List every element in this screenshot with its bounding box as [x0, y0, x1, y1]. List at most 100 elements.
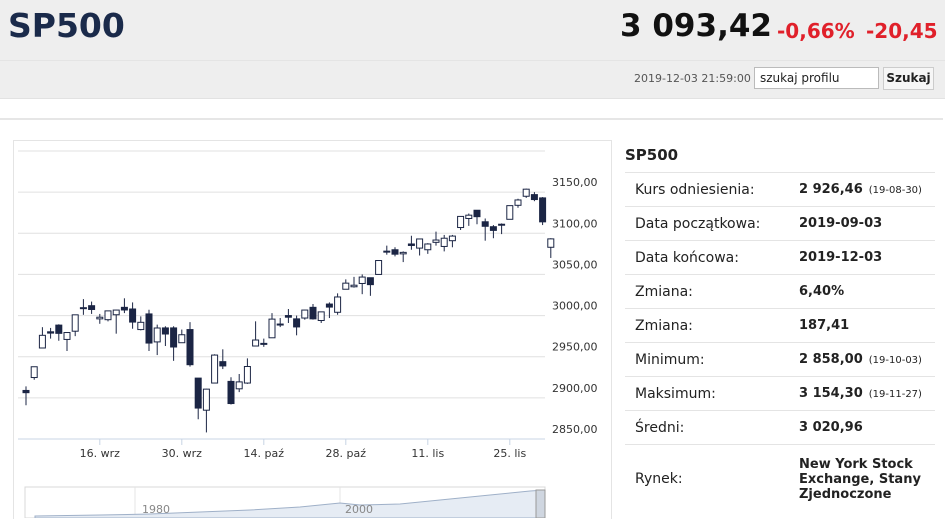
search-button[interactable]: Szukaj	[883, 67, 934, 90]
candle-body	[153, 327, 161, 343]
candle-body	[202, 388, 210, 411]
candle-body	[227, 380, 235, 405]
info-value: 3 154,30	[799, 386, 863, 401]
info-row: Data końcowa: 2019-12-03	[625, 240, 935, 275]
candle-body	[358, 276, 366, 284]
y-tick-label: 3000,00	[552, 300, 598, 313]
x-tick-label: 30. wrz	[162, 447, 203, 460]
candle-body	[301, 309, 309, 319]
chart: 1980 2000 2850,00 2900,00 2950,00 3000,00 30…	[18, 150, 598, 518]
candle-body	[96, 316, 104, 320]
info-label: Średni:	[625, 410, 795, 445]
candle-body	[186, 329, 194, 366]
candle-body	[129, 308, 137, 323]
x-tick-label: 16. wrz	[80, 447, 121, 460]
info-panel: SP500 Kurs odniesienia: 2 926,46 (19-08-30…	[625, 140, 945, 513]
candle-body	[465, 214, 473, 219]
info-row: Minimum: 2 858,00 (19-10-03)	[625, 342, 935, 377]
info-label: Zmiana:	[625, 274, 795, 309]
search-input[interactable]: szukaj profilu	[754, 67, 879, 89]
info-label: Minimum:	[625, 342, 795, 377]
candle-body	[407, 243, 415, 246]
candle-body	[211, 354, 219, 384]
candle-body	[383, 250, 391, 253]
navigator-label: 1980	[142, 503, 170, 516]
candle-body	[375, 260, 383, 275]
candle-body	[473, 209, 481, 218]
info-label: Zmiana:	[625, 308, 795, 343]
candle-body	[252, 339, 260, 347]
x-tick-label: 28. paź	[326, 447, 367, 460]
candle-body	[178, 334, 186, 344]
candle-body	[416, 238, 424, 249]
candle-body	[79, 307, 87, 310]
candle-body	[448, 235, 456, 242]
candle-body	[522, 188, 530, 197]
info-value: 2019-09-03	[799, 216, 883, 231]
candle-body	[104, 310, 112, 321]
info-row: Zmiana: 187,41	[625, 308, 935, 343]
info-value-cell: 2019-09-03	[795, 206, 935, 241]
candle-body	[145, 313, 153, 344]
info-value-cell: 2 926,46 (19-08-30)	[795, 172, 935, 207]
info-row: Rynek: New York Stock Exchange, Stany Zje…	[625, 444, 935, 513]
candle-body	[366, 277, 374, 286]
info-table: Kurs odniesienia: 2 926,46 (19-08-30) Data …	[625, 172, 935, 513]
info-value: 187,41	[799, 318, 850, 333]
y-tick-label: 2900,00	[552, 382, 598, 395]
price: 3 093,42	[620, 8, 772, 44]
info-value: 3 020,96	[799, 420, 863, 435]
candle-body	[432, 239, 440, 243]
candle-body	[268, 318, 276, 339]
candle-body	[170, 327, 178, 348]
candle-body	[424, 243, 432, 251]
info-value-cell: 6,40%	[795, 274, 935, 309]
navigator-handle[interactable]	[535, 489, 546, 518]
candle-body	[276, 323, 284, 326]
candle-body	[112, 309, 120, 316]
candle-body	[55, 324, 63, 334]
candle-body	[260, 342, 268, 345]
info-value-cell: 3 020,96	[795, 410, 935, 445]
info-label: Rynek:	[625, 444, 795, 513]
candle-body	[547, 238, 555, 248]
candle-body	[137, 321, 145, 331]
candle-body	[325, 303, 333, 308]
y-tick-label: 3150,00	[552, 176, 598, 189]
candle-body	[71, 314, 79, 332]
y-tick-label: 3050,00	[552, 258, 598, 271]
candle-body	[506, 205, 514, 220]
candle-body	[530, 194, 538, 201]
info-value-cell: New York Stock Exchange, Stany Zjednoczo…	[795, 444, 935, 513]
candle-body	[342, 282, 350, 290]
candle-body	[399, 251, 407, 255]
candle-body	[120, 306, 128, 311]
info-value-cell: 3 154,30 (19-11-27)	[795, 376, 935, 411]
change-pct: -0,66%	[777, 19, 855, 43]
info-title: SP500	[625, 146, 679, 164]
candle-body	[317, 311, 325, 322]
info-row: Kurs odniesienia: 2 926,46 (19-08-30)	[625, 172, 935, 207]
candle-body	[88, 305, 96, 310]
info-value: 2019-12-03	[799, 250, 883, 265]
separator	[0, 60, 945, 61]
x-tick-label: 14. paź	[244, 447, 285, 460]
candle-body	[481, 221, 489, 227]
candle-body	[498, 223, 506, 226]
x-tick-label: 11. lis	[411, 447, 444, 460]
title: SP500	[8, 6, 125, 45]
info-value: 2 858,00	[799, 352, 863, 367]
candle-body	[38, 334, 46, 349]
timestamp: 2019-12-03 21:59:00	[634, 72, 751, 85]
info-value-cell: 2019-12-03	[795, 240, 935, 275]
candle-body	[539, 197, 547, 223]
candle-body	[293, 318, 301, 328]
candle-body	[30, 366, 38, 379]
info-row: Średni: 3 020,96	[625, 410, 935, 445]
x-tick-label: 25. lis	[493, 447, 526, 460]
info-value-cell: 187,41	[795, 308, 935, 343]
info-row: Maksimum: 3 154,30 (19-11-27)	[625, 376, 935, 411]
candle-body	[63, 332, 71, 340]
chart-frame	[13, 140, 612, 519]
info-note: (19-11-27)	[868, 389, 922, 400]
